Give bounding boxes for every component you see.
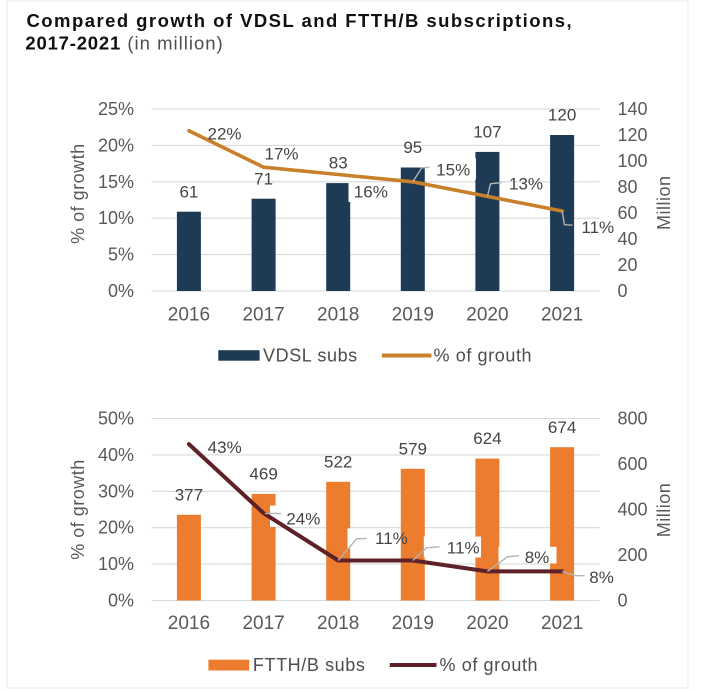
svg-text:30%: 30% <box>98 481 134 501</box>
svg-text:50%: 50% <box>98 409 134 429</box>
svg-text:2020: 2020 <box>466 305 508 326</box>
svg-text:VDSL subs: VDSL subs <box>263 346 358 366</box>
svg-text:80: 80 <box>618 177 638 197</box>
svg-text:2017: 2017 <box>242 613 284 634</box>
svg-text:2016: 2016 <box>168 305 210 326</box>
svg-text:0: 0 <box>618 281 628 301</box>
svg-text:Million: Million <box>654 175 674 230</box>
svg-text:107: 107 <box>473 123 501 142</box>
svg-text:8%: 8% <box>525 548 550 567</box>
svg-text:20: 20 <box>618 255 638 275</box>
svg-text:17%: 17% <box>264 145 298 164</box>
svg-text:377: 377 <box>175 485 203 504</box>
svg-text:Compared growth of VDSL and FT: Compared growth of VDSL and FTTH/B subsc… <box>27 10 574 31</box>
svg-text:10%: 10% <box>98 208 134 228</box>
svg-text:674: 674 <box>548 418 576 437</box>
svg-text:2017: 2017 <box>242 305 284 326</box>
svg-text:20%: 20% <box>98 518 134 538</box>
svg-text:0%: 0% <box>108 281 134 301</box>
svg-text:11%: 11% <box>375 529 408 548</box>
svg-text:100: 100 <box>618 151 648 171</box>
svg-text:200: 200 <box>618 545 648 565</box>
svg-text:400: 400 <box>618 500 648 520</box>
svg-text:2017-2021: 2017-2021 <box>25 32 121 53</box>
svg-text:120: 120 <box>618 125 648 145</box>
svg-text:43%: 43% <box>208 438 242 457</box>
svg-text:579: 579 <box>399 439 427 458</box>
svg-text:15%: 15% <box>436 160 470 179</box>
svg-text:25%: 25% <box>98 99 134 119</box>
svg-text:2020: 2020 <box>466 613 508 634</box>
svg-text:20%: 20% <box>98 135 134 155</box>
svg-text:600: 600 <box>618 454 648 474</box>
svg-text:22%: 22% <box>207 125 241 144</box>
svg-text:2018: 2018 <box>317 613 359 634</box>
svg-text:800: 800 <box>618 409 648 429</box>
svg-text:Million: Million <box>654 483 674 538</box>
svg-text:140: 140 <box>618 99 648 119</box>
svg-text:2018: 2018 <box>317 305 359 326</box>
svg-text:(in million): (in million) <box>127 32 223 53</box>
svg-text:15%: 15% <box>98 172 134 192</box>
svg-text:2021: 2021 <box>541 305 583 326</box>
svg-text:% of growth: % of growth <box>68 459 88 560</box>
svg-text:13%: 13% <box>509 175 543 194</box>
svg-text:469: 469 <box>249 465 277 484</box>
svg-text:40: 40 <box>618 229 638 249</box>
svg-text:24%: 24% <box>286 509 320 528</box>
svg-text:8%: 8% <box>589 568 614 587</box>
svg-text:95: 95 <box>403 138 422 157</box>
svg-text:% of growth: % of growth <box>68 143 88 244</box>
svg-text:16%: 16% <box>354 182 388 201</box>
svg-text:83: 83 <box>329 154 348 173</box>
svg-text:10%: 10% <box>98 554 134 574</box>
svg-text:2016: 2016 <box>168 613 210 634</box>
svg-text:FTTH/B subs: FTTH/B subs <box>253 655 366 675</box>
svg-text:11%: 11% <box>581 218 614 237</box>
svg-text:2019: 2019 <box>392 305 434 326</box>
svg-text:0%: 0% <box>108 591 134 611</box>
svg-text:40%: 40% <box>98 445 134 465</box>
svg-text:624: 624 <box>473 429 501 448</box>
svg-text:2021: 2021 <box>541 613 583 634</box>
svg-text:60: 60 <box>618 203 638 223</box>
svg-text:11%: 11% <box>447 539 480 558</box>
svg-text:0: 0 <box>618 591 628 611</box>
svg-text:120: 120 <box>548 106 576 125</box>
svg-text:% of grouth: % of grouth <box>440 655 539 675</box>
svg-text:71: 71 <box>254 169 273 188</box>
svg-text:61: 61 <box>179 182 198 201</box>
svg-text:2019: 2019 <box>392 613 434 634</box>
svg-text:522: 522 <box>324 452 352 471</box>
svg-text:5%: 5% <box>108 245 134 265</box>
svg-text:% of grouth: % of grouth <box>434 346 533 366</box>
